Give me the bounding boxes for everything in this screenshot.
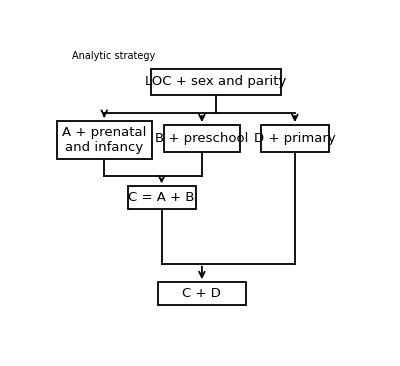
FancyBboxPatch shape (57, 121, 152, 159)
Text: A + prenatal
and infancy: A + prenatal and infancy (62, 126, 146, 154)
Text: C = A + B: C = A + B (128, 191, 195, 204)
FancyBboxPatch shape (151, 68, 281, 96)
FancyBboxPatch shape (158, 282, 246, 305)
FancyBboxPatch shape (261, 125, 329, 152)
Text: C + D: C + D (182, 287, 221, 300)
Text: Analytic strategy: Analytic strategy (72, 51, 155, 61)
Text: LOC + sex and parity: LOC + sex and parity (145, 75, 286, 89)
Text: D + primary: D + primary (254, 132, 336, 145)
FancyBboxPatch shape (164, 125, 240, 152)
Text: B + preschool: B + preschool (155, 132, 248, 145)
FancyBboxPatch shape (128, 186, 196, 209)
